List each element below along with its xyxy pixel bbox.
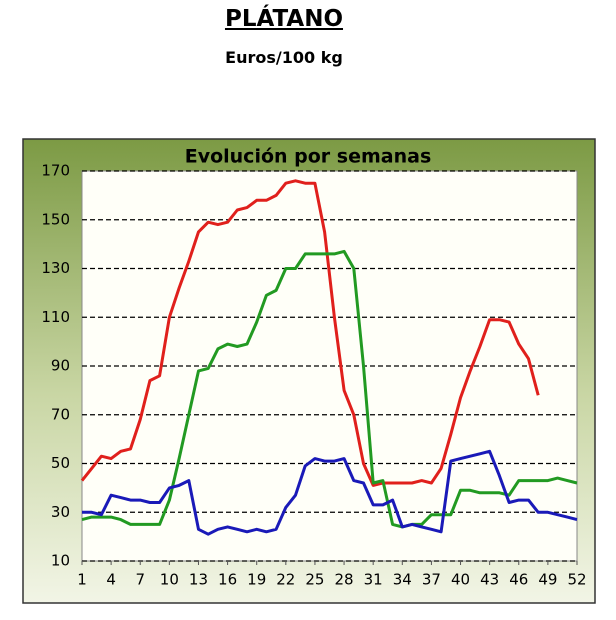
series-line — [81, 249, 578, 529]
x-tick-label: 16 — [218, 571, 237, 589]
x-tick-label: 10 — [160, 571, 179, 589]
x-tick-label: 19 — [247, 571, 266, 589]
y-tick-label: 30 — [51, 503, 70, 521]
y-tick-label: 150 — [41, 210, 70, 228]
x-tick-label: 1 — [77, 571, 87, 589]
x-tick-label: 34 — [393, 571, 412, 589]
x-tick-label: 31 — [364, 571, 383, 589]
y-tick-label: 90 — [51, 357, 70, 375]
y-tick-label: 10 — [51, 552, 70, 570]
x-tick-label: 37 — [422, 571, 441, 589]
y-tick-label: 50 — [51, 454, 70, 472]
x-tick-label: 7 — [135, 571, 145, 589]
x-tick-label: 49 — [538, 571, 557, 589]
series-line — [80, 179, 540, 487]
chart-title: Evolución por semanas — [185, 146, 432, 168]
x-tick-label: 4 — [106, 571, 116, 589]
x-tick-label: 28 — [335, 571, 354, 589]
series-line — [82, 449, 578, 536]
y-tick-label: 70 — [51, 405, 70, 423]
x-tick-label: 13 — [189, 571, 208, 589]
x-tick-label: 52 — [567, 571, 586, 589]
y-tick-label: 110 — [41, 308, 70, 326]
page-title: PLÁTANO — [224, 6, 344, 32]
x-tick-label: 46 — [509, 571, 528, 589]
x-tick-label: 43 — [480, 571, 499, 589]
page-subtitle: Euros/100 kg — [225, 48, 343, 67]
x-tick-label: 25 — [305, 571, 324, 589]
y-tick-label: 170 — [41, 162, 70, 180]
x-tick-label: 22 — [276, 571, 295, 589]
y-tick-label: 130 — [41, 259, 70, 277]
x-tick-label: 40 — [451, 571, 470, 589]
